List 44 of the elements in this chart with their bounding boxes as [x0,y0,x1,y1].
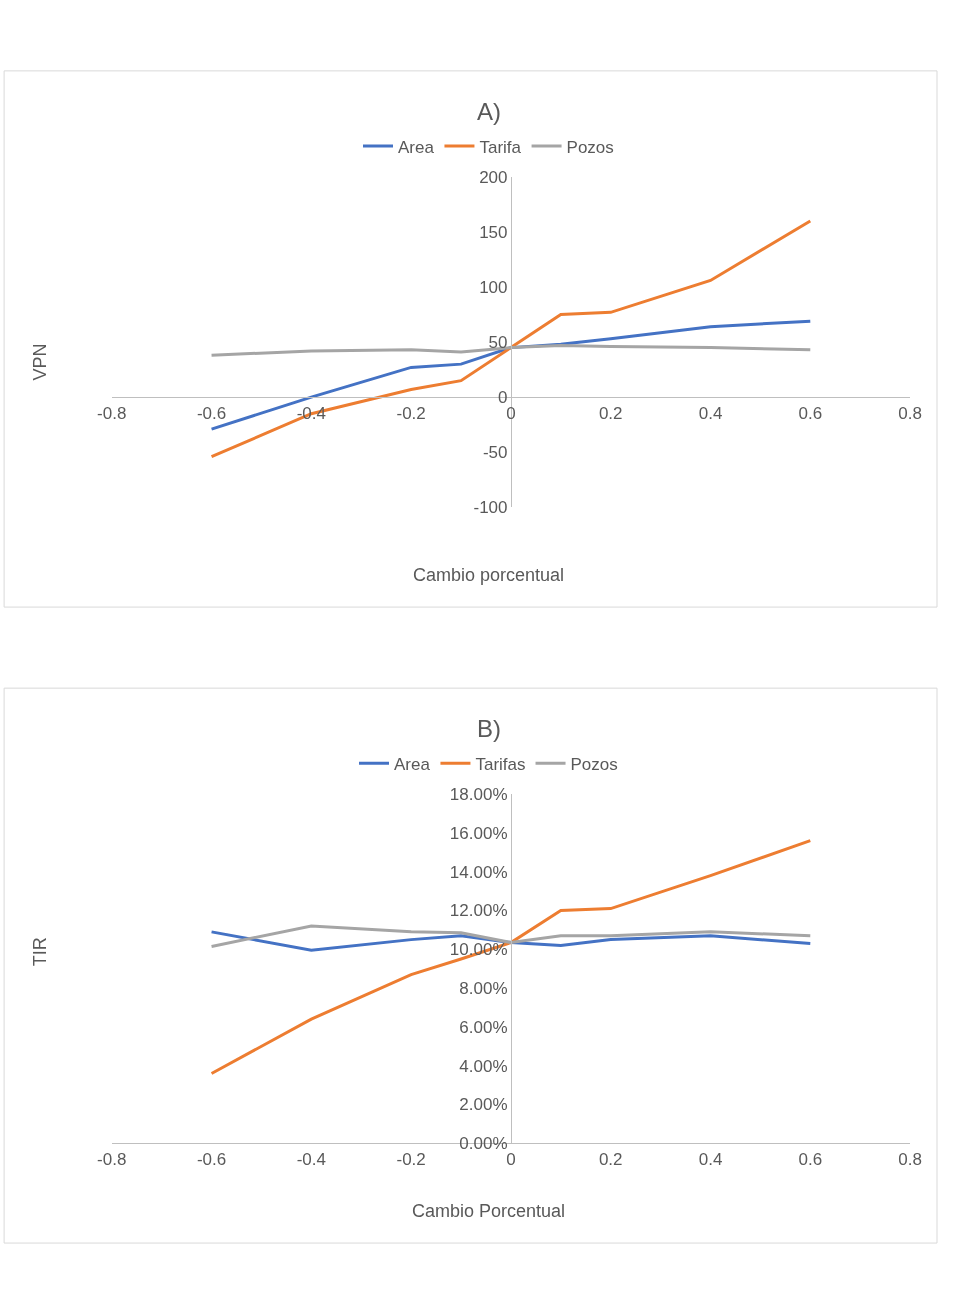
legend-label: Pozos [570,754,618,774]
legend-label: Area [394,754,431,774]
legend-label: Area [398,137,435,157]
x-tick-label: 0.4 [698,1149,723,1169]
chart-title: A) [477,98,501,125]
x-tick-label: 0.8 [898,403,922,423]
legend-label: Pozos [566,137,614,157]
x-axis-title: Cambio Porcentual [412,1201,566,1221]
y-tick-label: 200 [479,167,508,187]
x-axis-title: Cambio porcentual [413,565,565,585]
y-axis-title: TIR [29,937,50,967]
y-tick-label: 0.00% [459,1134,508,1154]
x-tick-label: 0.2 [598,403,623,423]
y-tick-label: 4.00% [459,1056,508,1076]
y-tick-label: 6.00% [459,1017,508,1037]
x-tick-label: -0.6 [196,403,227,423]
y-tick-label: 50 [488,333,508,353]
x-tick-label: 0.8 [898,1149,922,1169]
x-tick-label: 0.4 [698,403,723,423]
legend-label: Tarifa [479,137,522,157]
y-tick-label: -50 [482,443,508,463]
legend-label: Tarifas [475,754,526,774]
x-tick-label: 0.6 [798,403,823,423]
y-tick-label: 100 [479,277,508,297]
y-tick-label: 150 [479,222,508,242]
x-tick-label: 0.6 [798,1149,823,1169]
line-series [210,839,812,1075]
y-tick-label: 12.00% [449,901,508,921]
y-axis-title: VPN [30,343,51,381]
y-tick-label: 0 [498,388,508,408]
y-tick-label: -100 [473,498,508,518]
x-tick-label: -0.4 [296,1149,326,1169]
y-tick-label: 16.00% [449,823,508,843]
x-tick-label: -0.6 [196,1149,227,1169]
x-tick-label: -0.8 [97,403,127,423]
x-tick-label: -0.2 [396,403,426,423]
x-tick-label: 0.2 [598,1149,623,1169]
x-tick-label: -0.2 [396,1149,426,1169]
y-tick-label: 14.00% [449,862,508,882]
x-tick-label: -0.8 [97,1149,127,1169]
chart-title: B) [477,715,501,742]
y-tick-label: 2.00% [459,1095,508,1115]
y-tick-label: 8.00% [459,979,508,999]
y-tick-label: 18.00% [449,785,508,805]
